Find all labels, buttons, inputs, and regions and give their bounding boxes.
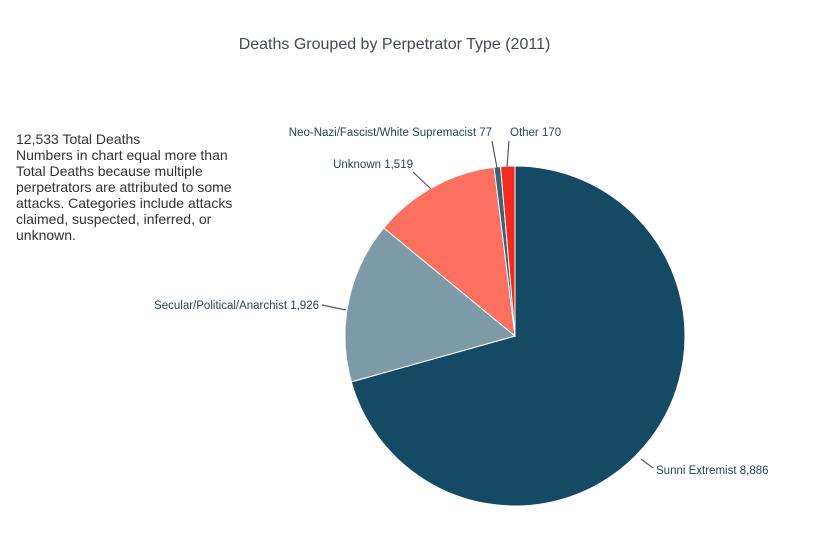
slice-label: Secular/Political/Anarchist 1,926 (154, 300, 319, 312)
slice-leader-line (321, 304, 347, 311)
pie-slice (500, 165, 516, 337)
pie-slice (344, 227, 517, 383)
note-explanation: Numbers in chart equal more than Total D… (16, 147, 233, 243)
slice-label: Unknown 1,519 (333, 159, 413, 171)
slice-label: Other 170 (510, 127, 561, 139)
total-deaths-line: 12,533 Total Deaths (16, 131, 141, 147)
chart-title: Deaths Grouped by Perpetrator Type (2011… (238, 36, 551, 53)
slice-leader-line (506, 140, 510, 168)
slice-leader-line (640, 458, 654, 469)
pie-slice (350, 165, 686, 507)
slice-label: Sunni Extremist 8,886 (656, 465, 769, 477)
slice-leader-line (412, 171, 432, 190)
total-deaths-note: 12,533 Total Deaths Numbers in chart equ… (16, 131, 256, 243)
slice-leader-line (491, 140, 498, 169)
slice-label: Neo-Nazi/Fascist/White Supremacist 77 (289, 127, 492, 139)
pie-slice (383, 166, 516, 338)
